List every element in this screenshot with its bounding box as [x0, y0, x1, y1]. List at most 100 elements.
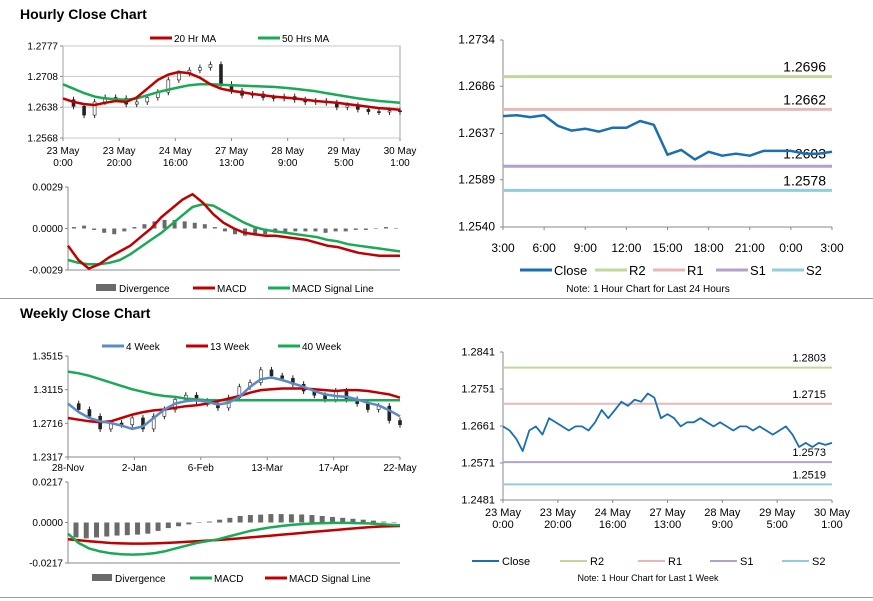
hourly-price-y-tick-label: 1.2708 — [27, 72, 58, 83]
weekly-1h-x-tick-label: 23 May — [540, 507, 577, 519]
hourly-price-y-tick-label: 1.2568 — [27, 134, 58, 145]
weekly-macd-divergence-bar — [114, 522, 120, 536]
hourly-macd-divergence-bar — [202, 224, 207, 229]
hourly-macd-divergence-bar — [233, 228, 237, 235]
weekly-price-candle — [87, 409, 92, 417]
weekly-1h-x-tick-label: 1:00 — [821, 519, 842, 531]
weekly-price-candle — [141, 417, 145, 430]
hourly-24h-x-tick-label: 15:00 — [652, 241, 682, 255]
hourly-divergence-legend-label: Divergence — [119, 284, 170, 295]
hourly-price-candle — [134, 101, 139, 105]
weekly-price-candle — [323, 394, 327, 400]
hourly-macd-divergence-bar — [82, 225, 87, 229]
hourly-24h-x-tick-label: 21:00 — [735, 241, 765, 255]
hourly-macd-divergence-bar — [192, 222, 197, 229]
weekly-price-candle — [366, 403, 370, 410]
weekly-macd-divergence-bar — [319, 515, 325, 523]
weekly-price-y-tick-label: 1.2317 — [32, 453, 63, 464]
weekly-1h-y-tick-label: 1.2751 — [461, 384, 495, 396]
hourly-macd-divergence-bar — [222, 228, 227, 232]
weekly-1h-legend-s2-label: S2 — [812, 556, 825, 568]
hourly-24h-legend-close-label: Close — [554, 263, 587, 278]
weekly-1h-legend-r1-label: R1 — [668, 556, 682, 568]
hourly-24h-s2-label: 1.2578 — [783, 172, 826, 188]
weekly-price-candle — [130, 417, 135, 426]
hourly-macd-divergence-bar — [112, 228, 117, 235]
weekly-4w-line — [67, 376, 401, 431]
hourly-24h-legend-s2-label: S2 — [806, 263, 822, 278]
hourly-24h-legend-s1-label: S1 — [750, 263, 766, 278]
hourly-macd-divergence-bar — [333, 228, 338, 232]
weekly-1h-x-tick-label: 9:00 — [712, 519, 733, 531]
weekly-macd-divergence-bar — [381, 521, 387, 523]
weekly-price-x-tick-label: 28-Nov — [52, 463, 84, 474]
weekly-price-candle — [76, 403, 81, 410]
hourly-24h-x-tick-label: 3:00 — [820, 241, 844, 255]
weekly-13w-line — [67, 387, 401, 424]
hourly-macd-divergence-bar — [162, 219, 167, 229]
hourly-macd-divergence-bar — [263, 228, 268, 235]
hourly-macd-divergence-bar — [363, 228, 368, 230]
hourly-price-candle — [377, 111, 381, 113]
hourly-24h-r2-label: 1.2696 — [783, 59, 826, 75]
hourly-macd-divergence-bar — [293, 228, 298, 232]
hourly-price-x-tick-label: 16:00 — [163, 158, 188, 169]
hourly-24h-y-tick-label: 1.2589 — [458, 172, 495, 186]
hourly-24h-y-tick-label: 1.2734 — [458, 33, 495, 47]
hourly-macd-divergence-bar — [313, 228, 318, 232]
weekly-macd-divergence-bar — [340, 517, 346, 523]
hourly-macd-divergence-bar — [283, 228, 288, 233]
weekly-macd-signal-line — [67, 524, 401, 545]
weekly-1h-x-tick-label: 27 May — [649, 507, 686, 519]
weekly-macd-divergence-bar — [309, 515, 315, 523]
hourly-24h-x-tick-label: 18:00 — [694, 241, 724, 255]
hourly-macd-divergence-bar — [383, 227, 388, 229]
weekly-4w-legend-label: 4 Week — [126, 342, 161, 353]
weekly-macd-divergence-bar — [186, 522, 192, 525]
weekly-price-x-tick-label: 6-Feb — [188, 463, 215, 474]
hourly-price-x-tick-label: 5:00 — [334, 158, 354, 169]
hourly-price-y-tick-label: 1.2777 — [27, 42, 58, 53]
weekly-signal-legend-label: MACD Signal Line — [289, 574, 371, 585]
weekly-price-x-tick-label: 13-Mar — [251, 463, 283, 474]
hourly-price-x-tick-label: 20:00 — [107, 158, 132, 169]
weekly-1h-x-tick-label: 20:00 — [544, 519, 572, 531]
hourly-price-candle — [82, 106, 86, 116]
hourly-ma50-legend-label: 50 Hrs MA — [282, 34, 330, 45]
hourly-price-x-tick-label: 24 May — [159, 146, 192, 157]
weekly-price-y-tick-label: 1.2716 — [32, 419, 63, 430]
weekly-1h-x-tick-label: 5:00 — [766, 519, 787, 531]
weekly-macd-divergence-bar — [350, 518, 356, 523]
weekly-macd-divergence-bar — [94, 522, 100, 538]
weekly-macd-divergence-bar — [268, 514, 274, 523]
weekly-1h-x-tick-label: 13:00 — [654, 519, 682, 531]
weekly-40w-line — [67, 370, 400, 402]
weekly-macd-y-tick-label: -0.0217 — [29, 559, 63, 570]
hourly-macd-divergence-bar — [92, 228, 97, 230]
hourly-macd-divergence-bar — [212, 227, 217, 229]
weekly-macd-divergence-bar — [145, 522, 151, 534]
weekly-1h-x-tick-label: 30 May — [814, 507, 851, 519]
weekly-40w-legend-label: 40 Week — [302, 342, 342, 353]
weekly-1h-r2-label: 1.2803 — [792, 353, 826, 365]
weekly-macd-divergence-bar — [370, 520, 376, 523]
weekly-1h-legend-close-label: Close — [502, 556, 530, 568]
weekly-1h-legend-r2-label: R2 — [590, 556, 604, 568]
weekly-1h-x-tick-label: 29 May — [759, 507, 796, 519]
hourly-price-candle — [219, 64, 223, 85]
weekly-macd-divergence-bar — [124, 522, 130, 536]
weekly-price-y-tick-label: 1.3515 — [32, 352, 63, 363]
weekly-macd-divergence-bar — [258, 514, 264, 523]
hourly-macd-divergence-bar — [353, 228, 358, 230]
hourly-macd-divergence-bar — [172, 219, 177, 229]
weekly-macd-line — [67, 521, 401, 556]
hourly-price-candle — [145, 97, 150, 103]
hourly-macd-line — [66, 192, 400, 270]
hourly-macd-divergence-bar — [343, 228, 348, 232]
weekly-macd-divergence-bar — [104, 522, 110, 537]
hourly-macd-divergence-bar — [102, 228, 107, 233]
weekly-price-x-tick-label: 17-Apr — [319, 463, 350, 474]
hourly-24h-note: Note: 1 Hour Chart for Last 24 Hours — [566, 284, 729, 295]
weekly-macd-divergence-bar — [391, 521, 397, 523]
hourly-macd-divergence-bar — [373, 228, 378, 229]
